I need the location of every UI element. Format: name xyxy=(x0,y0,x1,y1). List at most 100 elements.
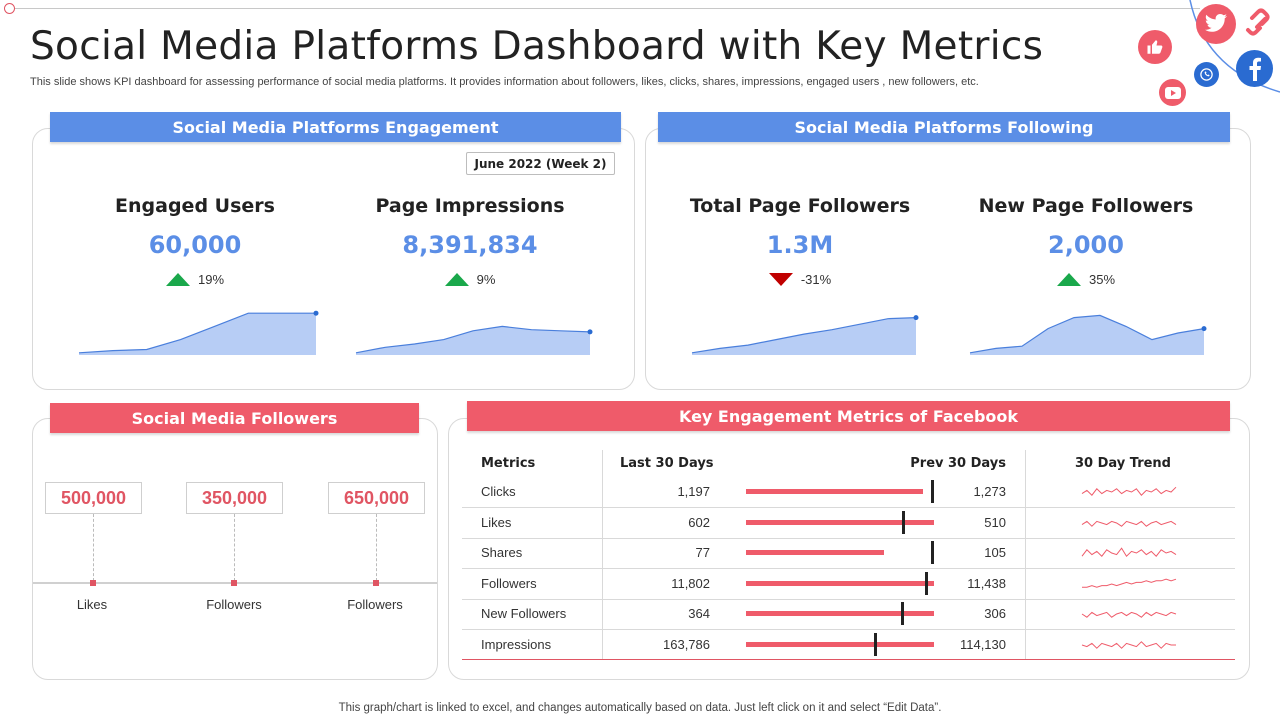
page-title: Social Media Platforms Dashboard with Ke… xyxy=(30,24,1044,69)
last-30-value: 11,802 xyxy=(671,575,710,591)
last-30-bar xyxy=(746,611,934,616)
row-divider xyxy=(462,598,1235,600)
trend-line xyxy=(969,314,1205,354)
prev-30-value: 11,438 xyxy=(967,575,1006,591)
prev-30-marker xyxy=(925,571,929,595)
delta-value: 35% xyxy=(1088,272,1116,287)
followers-panel xyxy=(32,418,438,680)
footer-note: This graph/chart is linked to excel, and… xyxy=(338,702,942,714)
trend-sparkline xyxy=(1082,578,1177,588)
sparkline-path xyxy=(1081,486,1177,496)
trend-sparkline xyxy=(1081,640,1176,649)
new-followers-label: New Page Followers xyxy=(978,195,1194,217)
prev-30-marker xyxy=(931,541,934,564)
new-followers-delta: 35% xyxy=(966,272,1206,287)
table-bottom-line xyxy=(462,659,1235,660)
prev-30-value: 105 xyxy=(984,545,1006,560)
followers-stem xyxy=(376,514,377,581)
trend-line xyxy=(78,312,316,354)
trend-area xyxy=(79,313,316,355)
facebook-header: Key Engagement Metrics of Facebook xyxy=(467,401,1230,431)
followers-label: Followers xyxy=(347,597,403,612)
engaged-users-trend xyxy=(78,310,319,355)
down-arrow-icon xyxy=(768,273,793,286)
up-arrow-icon xyxy=(165,273,190,286)
total-followers-label: Total Page Followers xyxy=(689,195,911,217)
last-30-bar xyxy=(746,519,934,525)
whatsapp-icon xyxy=(1194,62,1219,87)
followers-dot xyxy=(373,580,379,586)
trend-area xyxy=(692,317,916,355)
sparkline-path xyxy=(1081,520,1177,527)
page-subtitle: This slide shows KPI dashboard for asses… xyxy=(30,76,979,88)
up-arrow-icon xyxy=(1056,273,1081,286)
up-arrow-icon xyxy=(444,273,469,286)
prev-30-marker xyxy=(931,480,934,503)
followers-value-box: 350,000 xyxy=(186,482,283,514)
prev-30-value: 306 xyxy=(984,606,1006,621)
last-30-value: 364 xyxy=(688,606,710,621)
followers-label: Followers xyxy=(206,597,262,612)
last-30-bar xyxy=(746,550,884,555)
twitter-icon xyxy=(1196,4,1236,44)
trend-line xyxy=(691,317,917,354)
new-followers-value: 2,000 xyxy=(1048,231,1124,259)
facebook-icon xyxy=(1236,50,1273,87)
sparkline-path xyxy=(1081,640,1176,649)
sparkline-path xyxy=(1081,611,1177,618)
col-header-prev: Prev 30 Days xyxy=(910,456,1006,471)
prev-30-value: 1,273 xyxy=(973,484,1006,499)
trend-end-dot xyxy=(1201,326,1207,332)
col-divider xyxy=(1025,450,1026,660)
last-30-value: 77 xyxy=(695,545,710,560)
followers-dot xyxy=(231,580,237,586)
row-divider xyxy=(462,568,1235,569)
trend-sparkline xyxy=(1081,520,1177,527)
sparkline-path xyxy=(1081,547,1177,557)
prev-30-value: 114,130 xyxy=(959,636,1006,652)
trend-line xyxy=(355,325,591,354)
followers-value-box: 500,000 xyxy=(45,482,142,514)
thumbs-up-icon xyxy=(1138,30,1172,64)
last-30-value: 163,786 xyxy=(663,636,710,652)
metric-name: Followers xyxy=(481,575,537,591)
page-impressions-trend xyxy=(355,325,593,355)
page-impressions-label: Page Impressions xyxy=(375,195,565,217)
col-header-metrics: Metrics xyxy=(481,456,536,471)
engaged-users-value: 60,000 xyxy=(148,231,242,259)
followers-stem xyxy=(234,514,235,581)
prev-30-marker xyxy=(902,510,906,534)
youtube-icon xyxy=(1159,79,1186,106)
metric-name: Shares xyxy=(481,545,523,560)
social-icons-arc xyxy=(1189,0,1280,93)
trend-sparkline xyxy=(1081,611,1177,618)
trend-end-dot xyxy=(913,315,919,321)
engagement-header: Social Media Platforms Engagement xyxy=(50,112,621,142)
engaged-users-delta: 19% xyxy=(75,272,315,287)
prev-30-marker xyxy=(874,632,877,656)
engaged-users-label: Engaged Users xyxy=(115,195,275,217)
new-followers-trend xyxy=(969,314,1207,355)
top-divider xyxy=(10,8,1200,9)
row-divider xyxy=(462,537,1235,539)
prev-30-value: 510 xyxy=(984,514,1006,530)
prev-30-marker xyxy=(901,602,905,625)
col-header-trend: 30 Day Trend xyxy=(1074,456,1171,471)
followers-stem xyxy=(93,514,94,581)
page-impressions-value: 8,391,834 xyxy=(402,231,538,259)
top-dot-ring xyxy=(4,3,15,14)
col-divider xyxy=(602,450,603,660)
row-divider xyxy=(462,507,1235,508)
metric-name: Likes xyxy=(481,514,512,530)
sparkline-path xyxy=(1082,578,1177,588)
last-30-value: 602 xyxy=(688,514,710,530)
total-followers-trend xyxy=(691,315,919,355)
trend-sparkline xyxy=(1081,486,1177,496)
trend-area xyxy=(970,315,1204,355)
metric-name: Impressions xyxy=(481,636,552,652)
last-30-bar xyxy=(746,641,934,647)
last-30-bar xyxy=(746,489,923,494)
delta-value: -31% xyxy=(800,272,832,287)
last-30-bar xyxy=(746,580,934,586)
following-header: Social Media Platforms Following xyxy=(658,112,1230,142)
